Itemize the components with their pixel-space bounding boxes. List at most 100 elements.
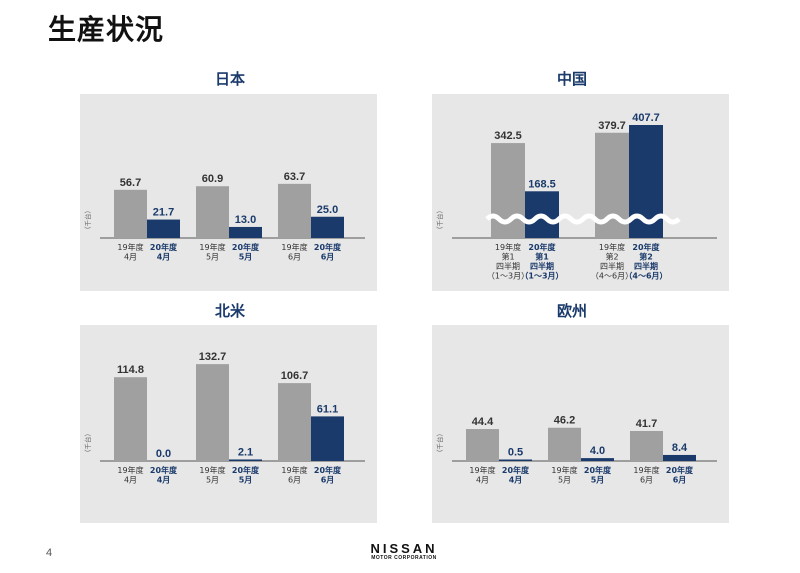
bar-20-6--curr: [311, 216, 344, 238]
category-label: 19年度: [117, 465, 143, 475]
bar-20-5--curr: [229, 226, 262, 238]
bar-value-label: 44.4: [472, 416, 494, 428]
bar-19-5--prev: [196, 364, 229, 461]
bar-value-label: 132.7: [199, 351, 227, 363]
category-label: 20年度: [314, 465, 342, 475]
category-label: 19年度: [495, 242, 521, 252]
category-label: 19年度: [469, 465, 495, 475]
bar-value-label: 61.1: [317, 403, 338, 415]
bar-value-label: 2.1: [238, 446, 253, 458]
category-label: 20年度: [666, 465, 694, 475]
category-label: 19年度: [551, 465, 577, 475]
category-label: 5月: [558, 476, 571, 485]
category-label: 19年度: [281, 465, 307, 475]
bar-value-label: 41.7: [636, 418, 657, 430]
page-title: 生産状況: [48, 14, 165, 45]
category-label: 20年度: [584, 465, 612, 475]
page-number: 4: [46, 547, 53, 559]
category-label: 四半期: [496, 261, 520, 271]
logo-subtitle: MOTOR CORPORATION: [371, 555, 437, 561]
logo-wordmark: NISSAN: [370, 541, 438, 556]
chart-panel-north-america: （千台） 114.8 19年度 4月 0.0 20年度 4月 132.7 19年度 5月 2.1 20…: [80, 325, 377, 523]
chart-panel-china: （千台） 342.5 19年度 第1 四半期 （1～3月） 168.5 20年度 第1 四半期 （1…: [432, 94, 729, 291]
chart-panel-europe: （千台） 44.4 19年度 4月 0.5 20年度 4月 46.2 19年度 5月 4.0 20年度…: [432, 325, 729, 523]
category-label: 4月: [124, 253, 137, 262]
unit-label: （千台）: [83, 430, 92, 456]
chart-title-china: 中国: [556, 71, 587, 88]
bar-value-label: 342.5: [494, 130, 522, 142]
category-label: 4月: [157, 253, 171, 262]
axis-break-wave: [485, 213, 681, 225]
category-label: 19年度: [199, 242, 225, 252]
category-label: 6月: [321, 253, 335, 262]
category-label: 5月: [591, 476, 605, 485]
bar-19-4--prev: [114, 377, 147, 461]
bar-19-5--prev: [196, 186, 229, 238]
bar-19-5--prev: [548, 427, 581, 461]
chart-panel-japan: （千台） 56.7 19年度 4月 21.7 20年度 4月 60.9 19年度 5月 13.0 20…: [80, 94, 377, 291]
bar-20-5--curr: [581, 458, 614, 461]
category-label: 第1: [501, 252, 514, 262]
bar-value-label: 106.7: [281, 370, 309, 382]
category-label: 5月: [239, 253, 253, 262]
bar-value-label: 4.0: [590, 445, 605, 457]
category-label: 第2: [605, 252, 618, 262]
bar-value-label: 46.2: [554, 415, 575, 427]
category-label: 6月: [640, 476, 653, 485]
category-label: 6月: [673, 476, 687, 485]
category-label: 4月: [124, 476, 137, 485]
category-label: 20年度: [528, 242, 556, 252]
category-label: 四半期: [530, 261, 554, 271]
category-label: （1～3月）: [520, 271, 563, 281]
category-label: （4～6月）: [591, 272, 633, 281]
bar-20-4--curr: [499, 459, 532, 461]
chart-europe: （千台）44.419年度4月0.520年度4月46.219年度5月4.020年度…: [435, 415, 717, 485]
unit-label: （千台）: [83, 207, 92, 233]
category-label: 20年度: [314, 242, 342, 252]
category-label: 20年度: [232, 242, 260, 252]
bar-20-4--curr: [147, 219, 180, 238]
category-label: 5月: [206, 476, 219, 485]
chart-north-america: （千台）114.819年度4月0.020年度4月132.719年度5月2.120…: [83, 351, 365, 485]
category-label: 20年度: [150, 465, 178, 475]
category-label: （1～3月）: [487, 272, 529, 281]
category-label: 19年度: [281, 242, 307, 252]
bar-20-6--curr: [663, 454, 696, 461]
category-label: 6月: [288, 253, 301, 262]
category-label: 20年度: [632, 242, 660, 252]
unit-label: （千台）: [435, 207, 444, 233]
bar-value-label: 379.7: [598, 120, 626, 132]
category-label: 4月: [476, 476, 489, 485]
category-label: 5月: [239, 476, 253, 485]
category-label: 4月: [509, 476, 523, 485]
category-label: （4～6月）: [624, 271, 667, 281]
bar-value-label: 56.7: [120, 177, 141, 189]
category-label: 20年度: [232, 465, 260, 475]
chart-title-north-america: 北米: [214, 303, 245, 320]
category-label: 第2: [639, 252, 653, 262]
bar-value-label: 8.4: [672, 442, 688, 454]
bar-19-6--prev: [278, 383, 311, 461]
chart-china: （千台）342.519年度第1四半期（1～3月）168.520年度第1四半期（1…: [435, 112, 717, 281]
bar-value-label: 63.7: [284, 171, 305, 183]
bar-19-4--prev: [466, 429, 499, 461]
bar-20-5--curr: [229, 459, 262, 461]
bar-value-label: 114.8: [117, 364, 144, 376]
bar-19-4--prev: [114, 189, 147, 238]
category-label: 5月: [206, 253, 219, 262]
bar-19-6--prev: [278, 183, 311, 238]
bar-19-6--prev: [630, 430, 663, 461]
category-label: 6月: [321, 476, 335, 485]
bar-value-label: 25.0: [317, 204, 338, 216]
category-label: 20年度: [502, 465, 530, 475]
chart-title-japan: 日本: [214, 71, 245, 88]
bar-value-label: 0.0: [156, 448, 171, 460]
unit-label: （千台）: [435, 430, 444, 456]
bar-20-6--curr: [311, 416, 344, 461]
category-label: 四半期: [600, 261, 624, 271]
chart-japan: （千台）56.719年度4月21.720年度4月60.919年度5月13.020…: [83, 171, 365, 262]
category-label: 19年度: [599, 242, 625, 252]
nissan-logo: NISSAN MOTOR CORPORATION: [362, 541, 446, 561]
category-label: 19年度: [633, 465, 659, 475]
category-label: 6月: [288, 476, 301, 485]
